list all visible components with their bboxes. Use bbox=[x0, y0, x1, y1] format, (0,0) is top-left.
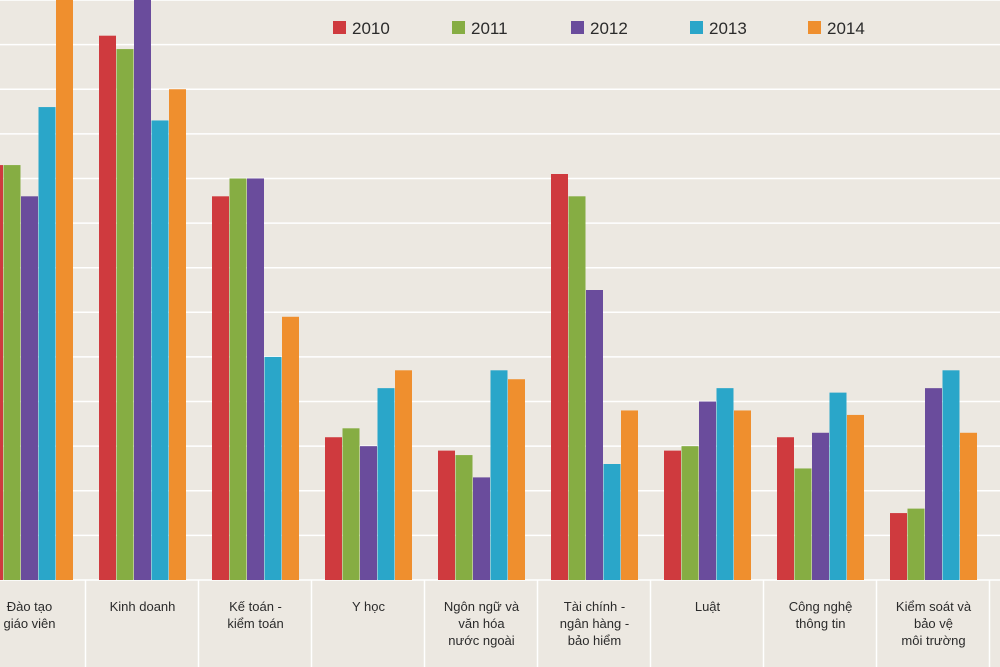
category-label: Ngôn ngữ và văn hóa nước ngoài bbox=[444, 599, 520, 648]
bar-2012-5 bbox=[586, 290, 603, 580]
bar-2011-0 bbox=[3, 165, 21, 581]
bar-2014-0 bbox=[56, 0, 73, 580]
bar-2010-5 bbox=[551, 174, 568, 580]
bar-2014-4 bbox=[508, 379, 525, 580]
legend-swatch-2010 bbox=[333, 21, 346, 34]
bar-2010-8 bbox=[890, 513, 907, 580]
bar-2010-2 bbox=[212, 196, 229, 581]
bar-2011-3 bbox=[342, 428, 360, 580]
legend-swatch-2014 bbox=[808, 21, 821, 34]
category-label-line: giáo viên bbox=[3, 616, 55, 631]
bar-2014-8 bbox=[960, 432, 977, 580]
bar-2010-6 bbox=[664, 450, 681, 580]
category-label-line: nước ngoài bbox=[448, 633, 514, 648]
category-label-line: Kiểm soát và bbox=[896, 599, 972, 614]
category-label: Đào tạo giáo viên bbox=[3, 599, 55, 631]
bar-2010-3 bbox=[325, 437, 342, 580]
legend-label-2013: 2013 bbox=[709, 19, 747, 38]
category-label-line: bảo vệ bbox=[914, 616, 953, 631]
legend-label-2014: 2014 bbox=[827, 19, 865, 38]
category-label-line: Kế toán - bbox=[229, 599, 282, 614]
bar-2011-7 bbox=[794, 468, 812, 580]
legend: 2010 2011 2012 2013 2014 bbox=[333, 19, 865, 38]
category-label-line: Kinh doanh bbox=[110, 599, 176, 614]
category-label: Kiểm soát và bảo vệ môi trường bbox=[896, 599, 972, 648]
category-label-line: kiểm toán bbox=[227, 616, 283, 631]
category-label-line: văn hóa bbox=[458, 616, 505, 631]
category-label: Tài chính - ngân hàng - bảo hiểm bbox=[560, 599, 629, 648]
bars bbox=[0, 0, 977, 581]
legend-swatch-2011 bbox=[452, 21, 465, 34]
bar-2012-6 bbox=[699, 401, 716, 580]
bar-2010-4 bbox=[438, 450, 455, 580]
category-label-line: Ngôn ngữ và bbox=[444, 599, 520, 614]
bar-2011-5 bbox=[568, 196, 586, 581]
category-label-line: bảo hiểm bbox=[568, 633, 621, 648]
bar-2010-0 bbox=[0, 165, 3, 581]
category-label-line: ngân hàng - bbox=[560, 616, 629, 631]
bar-2012-4 bbox=[473, 477, 490, 580]
category-label-line: Luật bbox=[695, 599, 721, 614]
category-label-line: Công nghệ bbox=[789, 599, 853, 614]
legend-swatch-2013 bbox=[690, 21, 703, 34]
bar-2013-5 bbox=[603, 464, 621, 580]
bar-2011-1 bbox=[116, 49, 134, 581]
bar-2012-1 bbox=[134, 0, 151, 580]
category-label: Kinh doanh bbox=[110, 599, 176, 614]
bar-2013-6 bbox=[716, 388, 734, 580]
bar-2013-7 bbox=[829, 392, 847, 580]
legend-label-2012: 2012 bbox=[590, 19, 628, 38]
legend-label-2011: 2011 bbox=[471, 19, 508, 38]
bar-2010-1 bbox=[99, 35, 116, 580]
category-label: Công nghệ thông tin bbox=[789, 599, 853, 631]
legend-swatch-2012 bbox=[571, 21, 584, 34]
bar-2013-0 bbox=[38, 107, 56, 581]
bar-2014-5 bbox=[621, 410, 638, 580]
category-label-line: thông tin bbox=[796, 616, 846, 631]
category-label: Y học bbox=[352, 599, 386, 614]
bar-2012-3 bbox=[360, 446, 377, 580]
bar-2010-7 bbox=[777, 437, 794, 580]
bar-2014-3 bbox=[395, 370, 412, 580]
legend-label-2010: 2010 bbox=[352, 19, 390, 38]
category-label-line: môi trường bbox=[901, 633, 965, 648]
category-labels: Đào tạo giáo viên Kinh doanh Kế toán - kiểm … bbox=[3, 599, 972, 648]
bar-2012-7 bbox=[812, 432, 829, 580]
bar-2013-1 bbox=[151, 120, 169, 580]
category-label: Luật bbox=[695, 599, 721, 614]
bar-2013-4 bbox=[490, 370, 508, 580]
bar-2011-2 bbox=[229, 178, 247, 580]
bar-2012-8 bbox=[925, 388, 942, 580]
category-label-line: Tài chính - bbox=[564, 599, 625, 614]
bar-2011-6 bbox=[681, 446, 699, 580]
bar-2013-2 bbox=[264, 356, 282, 580]
bar-2014-2 bbox=[282, 316, 299, 580]
category-label: Kế toán - kiểm toán bbox=[227, 599, 283, 631]
category-label-line: Y học bbox=[352, 599, 386, 614]
bar-2012-2 bbox=[247, 178, 264, 580]
category-label-line: Đào tạo bbox=[7, 599, 53, 614]
bar-2013-8 bbox=[942, 370, 960, 580]
bar-2014-1 bbox=[169, 89, 186, 580]
bar-2014-7 bbox=[847, 414, 864, 580]
bar-2011-8 bbox=[907, 508, 925, 580]
bar-2012-0 bbox=[21, 196, 38, 581]
bar-2014-6 bbox=[734, 410, 751, 580]
bar-2011-4 bbox=[455, 455, 473, 580]
bar-2013-3 bbox=[377, 388, 395, 580]
